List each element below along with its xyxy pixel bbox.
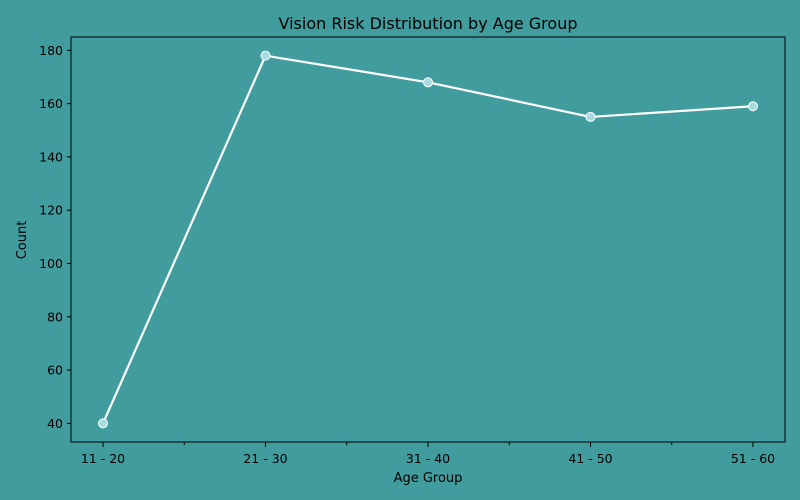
- y-tick-label: 40: [47, 416, 63, 431]
- y-axis-ticks: 40 60 80 100 120 140 160 180: [39, 43, 71, 431]
- y-tick-label: 180: [39, 43, 63, 58]
- y-tick-label: 160: [39, 96, 63, 111]
- data-point: [98, 418, 108, 429]
- chart-title: Vision Risk Distribution by Age Group: [279, 14, 578, 33]
- data-point: [585, 111, 596, 122]
- y-tick-label: 100: [39, 256, 63, 271]
- data-point: [260, 50, 271, 61]
- y-tick-label: 60: [47, 363, 63, 378]
- series-layer: [98, 50, 758, 429]
- x-tick-label: 21 - 30: [243, 451, 287, 466]
- y-axis-label: Count: [15, 221, 30, 260]
- x-tick-label: 41 - 50: [568, 451, 612, 466]
- x-tick-label: 51 - 60: [731, 451, 775, 466]
- x-axis-label: Age Group: [394, 471, 463, 486]
- x-tick-label: 11 - 20: [81, 451, 125, 466]
- data-point: [423, 77, 433, 88]
- plot-area: [71, 37, 785, 442]
- data-point: [748, 101, 758, 112]
- plot-frame: [70, 36, 786, 443]
- y-tick-label: 140: [39, 149, 63, 164]
- y-tick-label: 120: [39, 203, 63, 218]
- y-tick-label: 80: [47, 309, 63, 324]
- x-axis-ticks: 11 - 20 21 - 30 31 - 40 41 - 50 51 - 60: [81, 442, 775, 466]
- x-tick-label: 31 - 40: [406, 451, 450, 466]
